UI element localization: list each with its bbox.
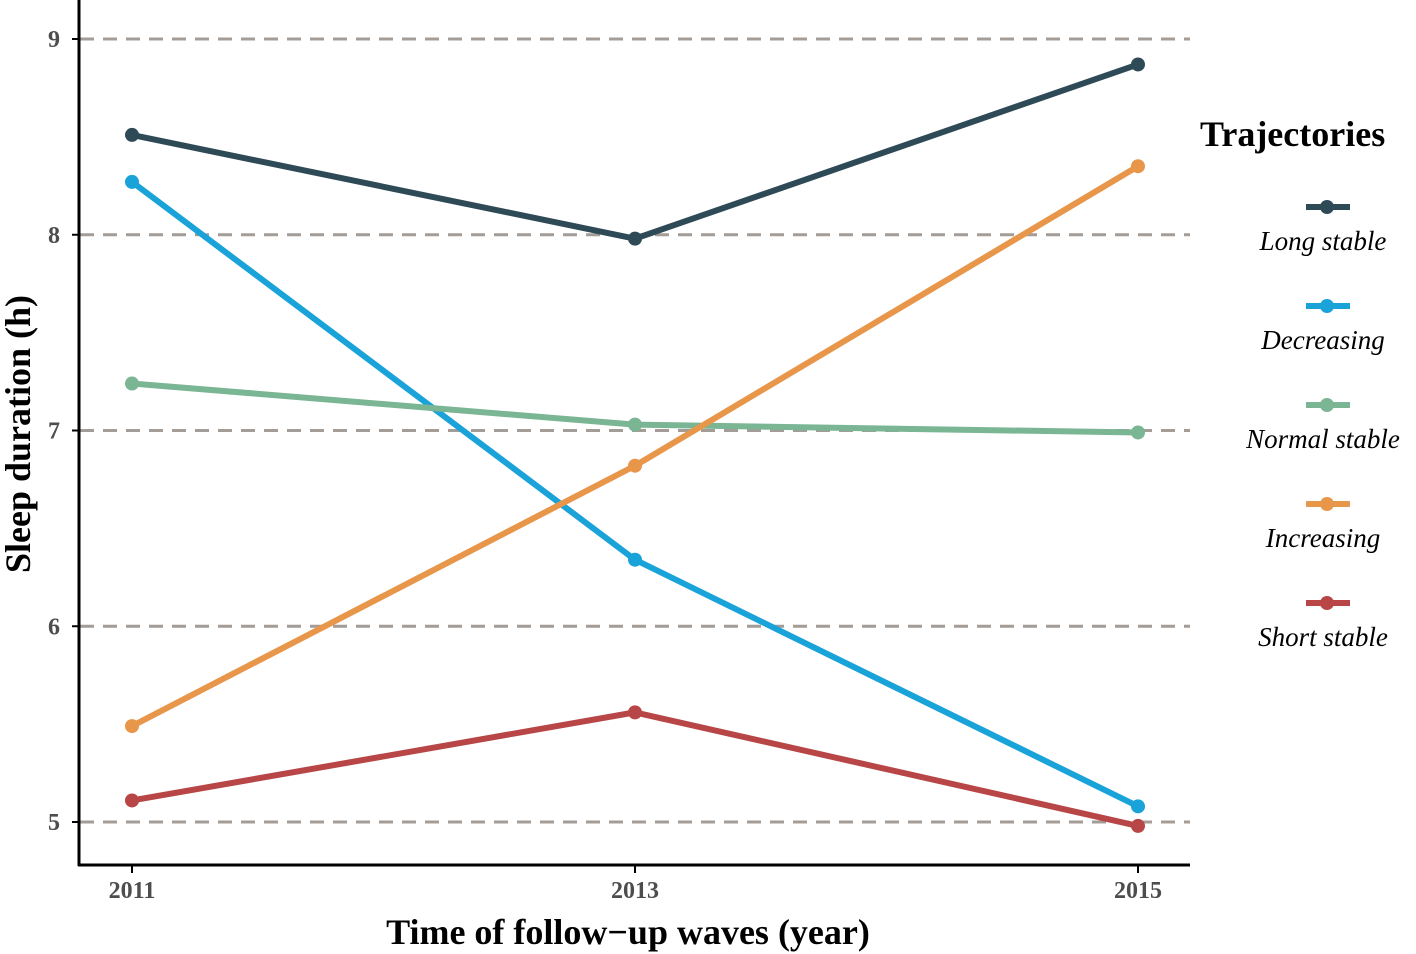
data-point-short-stable [1131,818,1145,833]
legend-key-point [1320,497,1334,511]
data-point-increasing [1131,159,1145,174]
series-line-long-stable [131,61,1139,242]
data-point-short-stable [628,705,642,720]
series-decreasing [125,174,1145,814]
legend-label: Long stable [1259,226,1387,256]
y-tick-label: 9 [48,27,60,53]
data-point-long-stable [125,127,139,142]
legend-key-point [1320,596,1334,610]
y-tick-label: 6 [48,614,60,640]
legend-item-decreasing: Decreasing [1260,299,1385,355]
data-point-decreasing [1131,799,1145,814]
data-point-decreasing [125,174,139,189]
y-axis-ticks: 5 6 7 8 9 [48,27,79,836]
series-short-stable [125,705,1145,833]
data-point-normal-stable [628,417,642,432]
y-axis-title: Sleep duration (h) [0,295,38,573]
data-point-short-stable [125,793,139,808]
series-increasing [125,159,1145,734]
legend-item-increasing: Increasing [1265,497,1380,553]
data-point-long-stable [628,231,642,246]
x-axis-ticks: 2011 2013 2015 [109,866,1162,904]
y-tick-label: 7 [48,419,60,445]
series-line-increasing [130,163,1140,729]
x-tick-label: 2013 [611,878,659,904]
data-point-long-stable [1131,57,1145,72]
data-point-normal-stable [125,376,139,391]
legend-key-point [1320,398,1334,412]
legend-label: Decreasing [1260,325,1384,355]
data-point-increasing [628,458,642,473]
series-group [125,57,1145,833]
legend-label: Normal stable [1245,424,1400,454]
x-tick-label: 2011 [109,878,156,904]
legend-key-point [1320,299,1334,313]
data-point-decreasing [628,552,642,567]
legend-title: Trajectories [1200,114,1385,154]
legend-label: Increasing [1265,523,1380,553]
data-point-increasing [125,719,139,734]
legend-item-long-stable: Long stable [1259,200,1387,256]
y-tick-label: 8 [48,223,60,249]
x-tick-label: 2015 [1114,878,1162,904]
legend: Long stable Decreasing Normal stable Increa… [1245,200,1400,652]
y-tick-label: 5 [48,810,60,836]
x-axis-title: Time of follow−up waves (year) [386,912,870,952]
legend-item-normal-stable: Normal stable [1245,398,1400,454]
legend-label: Short stable [1258,622,1388,652]
series-long-stable [125,57,1145,246]
legend-item-short-stable: Short stable [1258,596,1388,652]
axes [77,0,1190,867]
series-normal-stable [125,376,1145,440]
legend-key-point [1320,200,1334,214]
data-point-normal-stable [1131,425,1145,440]
